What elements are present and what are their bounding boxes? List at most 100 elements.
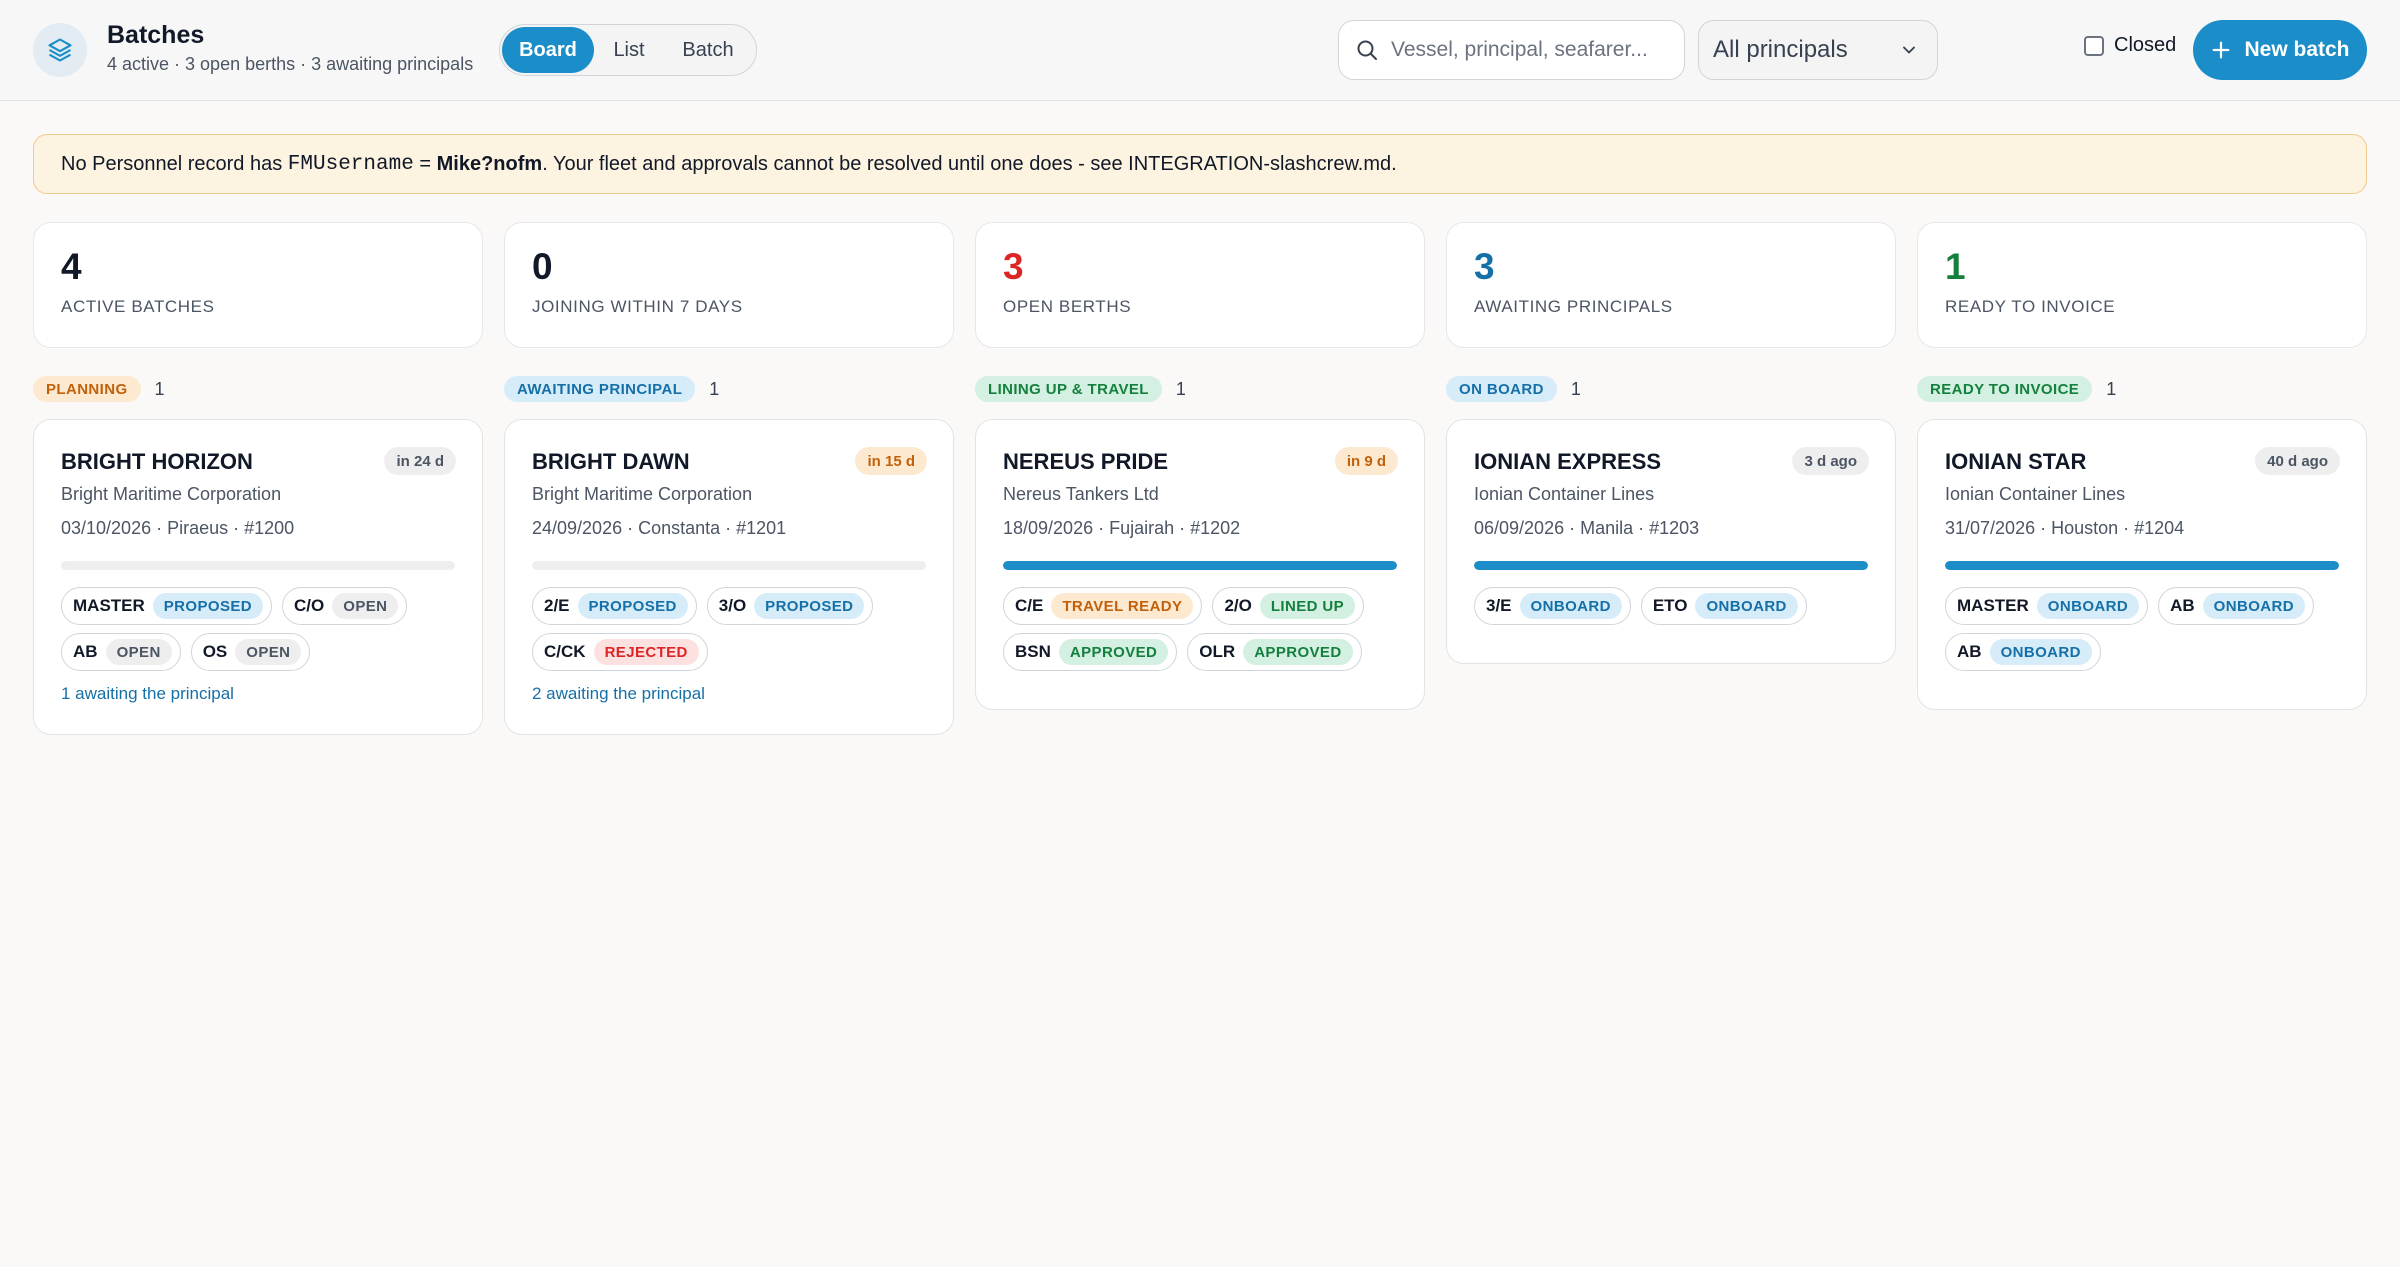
berth-chip[interactable]: 3/O PROPOSED <box>706 587 874 625</box>
joining-badge: in 15 d <box>855 447 927 475</box>
berth-chip[interactable]: ETO ONBOARD <box>1640 587 1807 625</box>
berth-status: ONBOARD <box>1695 593 1798 619</box>
berth-chip[interactable]: BSN APPROVED <box>1003 633 1178 671</box>
layers-icon <box>33 23 87 77</box>
berth-chip[interactable]: C/CK REJECTED <box>532 633 708 671</box>
stat-ready-to-invoice: 1 READY TO INVOICE <box>1917 222 2367 348</box>
berth-rank: 2/O <box>1224 596 1252 615</box>
berth-chip[interactable]: AB ONBOARD <box>1945 633 2101 671</box>
column-header-on-board: ON BOARD 1 <box>1446 376 1581 402</box>
berth-rank: OS <box>202 642 228 661</box>
warning-banner: No Personnel record has FMUsername = Mik… <box>33 134 2367 194</box>
joining-badge: 3 d ago <box>1792 447 1869 475</box>
stat-active-batches: 4 ACTIVE BATCHES <box>33 222 483 348</box>
vessel-name: IONIAN EXPRESS <box>1474 449 1662 474</box>
batch-card-bright-horizon[interactable]: BRIGHT HORIZON in 24 d Bright Maritime Cor… <box>33 419 483 735</box>
berth-list: C/E TRAVEL READY 2/O LINED UP BSN APPROVED OLR… <box>1003 587 1397 671</box>
view-list-button[interactable]: List <box>613 38 645 61</box>
berth-rank: MASTER <box>1957 596 2029 615</box>
berth-rank: C/O <box>294 596 325 615</box>
berth-status: REJECTED <box>593 639 699 665</box>
batch-meta: 18/09/2026 · Fujairah · #1202 <box>1003 518 1241 538</box>
berth-status: LINED UP <box>1259 593 1356 619</box>
batch-meta: 03/10/2026 · Piraeus · #1200 <box>61 518 295 538</box>
berth-status: PROPOSED <box>754 593 865 619</box>
search-input[interactable] <box>1391 38 1661 62</box>
principal-name: Ionian Container Lines <box>1474 484 1655 504</box>
berth-chip[interactable]: 3/E ONBOARD <box>1474 587 1631 625</box>
awaiting-principal-link[interactable]: 2 awaiting the principal <box>532 684 705 703</box>
berth-status: OPEN <box>235 639 302 665</box>
berth-status: OPEN <box>105 639 172 665</box>
column-header-lining-up-travel: LINING UP & TRAVEL 1 <box>975 376 1186 402</box>
column-header-ready-to-invoice: READY TO INVOICE 1 <box>1917 376 2116 402</box>
berth-status: PROPOSED <box>577 593 688 619</box>
stat-label: ACTIVE BATCHES <box>61 297 215 316</box>
batch-card-ionian-star[interactable]: IONIAN STAR 40 d ago Ionian Container Line… <box>1917 419 2367 710</box>
page-subtitle: 4 active · 3 open berths · 3 awaiting pr… <box>107 54 474 74</box>
berth-chip[interactable]: 2/E PROPOSED <box>532 587 697 625</box>
berth-status: OPEN <box>332 593 399 619</box>
column-header-planning: PLANNING 1 <box>33 376 165 402</box>
principal-name: Bright Maritime Corporation <box>61 484 282 504</box>
progress-bar <box>532 561 926 570</box>
progress-bar <box>61 561 455 570</box>
berth-chip[interactable]: OS OPEN <box>190 633 311 671</box>
new-batch-button[interactable]: New batch <box>2193 20 2367 80</box>
berth-chip[interactable]: C/E TRAVEL READY <box>1003 587 1203 625</box>
view-board-button[interactable]: Board <box>502 27 594 73</box>
top-bar: Batches 4 active · 3 open berths · 3 awa… <box>0 0 2400 101</box>
stat-value: 4 <box>61 246 82 287</box>
stat-value: 3 <box>1003 246 1024 287</box>
chevron-down-icon <box>1903 46 1915 54</box>
batch-meta: 31/07/2026 · Houston · #1204 <box>1945 518 2185 538</box>
view-batch-button[interactable]: Batch <box>682 38 734 61</box>
berth-rank: 3/E <box>1486 596 1512 615</box>
berth-list: 3/E ONBOARD ETO ONBOARD <box>1474 587 1868 625</box>
batch-meta: 24/09/2026 · Constanta · #1201 <box>532 518 787 538</box>
banner-username: Mike?nofm <box>436 152 543 175</box>
batch-card-bright-dawn[interactable]: BRIGHT DAWN in 15 d Bright Maritime Corpor… <box>504 419 954 735</box>
stat-label: AWAITING PRINCIPALS <box>1474 297 1673 316</box>
search-icon <box>1357 40 1377 60</box>
column-count: 1 <box>709 378 720 399</box>
stage-badge: ON BOARD <box>1446 376 1557 402</box>
berth-list: 2/E PROPOSED 3/O PROPOSED C/CK REJECTED <box>532 587 926 671</box>
berth-status: ONBOARD <box>1519 593 1622 619</box>
berth-chip[interactable]: OLR APPROVED <box>1187 633 1362 671</box>
berth-chip[interactable]: MASTER PROPOSED <box>61 587 273 625</box>
progress-fill <box>1003 561 1397 570</box>
closed-label[interactable]: Closed <box>2114 34 2177 56</box>
column-count: 1 <box>1175 378 1186 399</box>
berth-chip[interactable]: AB OPEN <box>61 633 181 671</box>
stage-badge: READY TO INVOICE <box>1917 376 2093 402</box>
awaiting-principal-link[interactable]: 1 awaiting the principal <box>61 684 234 703</box>
berth-chip[interactable]: C/O OPEN <box>282 587 408 625</box>
batch-card-nereus-pride[interactable]: NEREUS PRIDE in 9 d Nereus Tankers Ltd 18/0… <box>975 419 1425 710</box>
berth-rank: C/CK <box>544 642 586 661</box>
berth-rank: AB <box>73 642 98 661</box>
principal-name: Ionian Container Lines <box>1945 484 2126 504</box>
closed-toggle: Closed <box>2084 34 2176 57</box>
vessel-name: NEREUS PRIDE <box>1003 449 1169 474</box>
principal-select[interactable]: All principals <box>1698 20 1938 80</box>
berth-list: MASTER PROPOSED C/O OPEN AB OPEN OS OPEN <box>61 587 455 671</box>
berth-chip[interactable]: 2/O LINED UP <box>1212 587 1365 625</box>
berth-list: MASTER ONBOARD AB ONBOARD AB ONBOARD <box>1945 587 2339 671</box>
stage-badge: LINING UP & TRAVEL <box>975 376 1162 402</box>
page-title: Batches <box>107 21 205 49</box>
berth-chip[interactable]: AB ONBOARD <box>2158 587 2314 625</box>
banner-equals: = <box>413 152 437 175</box>
column-count: 1 <box>154 378 165 399</box>
batch-card-ionian-express[interactable]: IONIAN EXPRESS 3 d ago Ionian Container Li… <box>1446 419 1896 664</box>
berth-rank: 3/O <box>718 596 747 615</box>
progress-bar <box>1945 561 2339 570</box>
berth-rank: BSN <box>1015 642 1051 661</box>
berth-chip[interactable]: MASTER ONBOARD <box>1945 587 2149 625</box>
batch-meta: 06/09/2026 · Manila · #1203 <box>1474 518 1700 538</box>
berth-status: APPROVED <box>1058 639 1169 665</box>
progress-bar <box>1003 561 1397 570</box>
closed-checkbox[interactable] <box>2084 35 2104 56</box>
vessel-name: BRIGHT HORIZON <box>61 449 253 474</box>
principal-name: Bright Maritime Corporation <box>532 484 753 504</box>
